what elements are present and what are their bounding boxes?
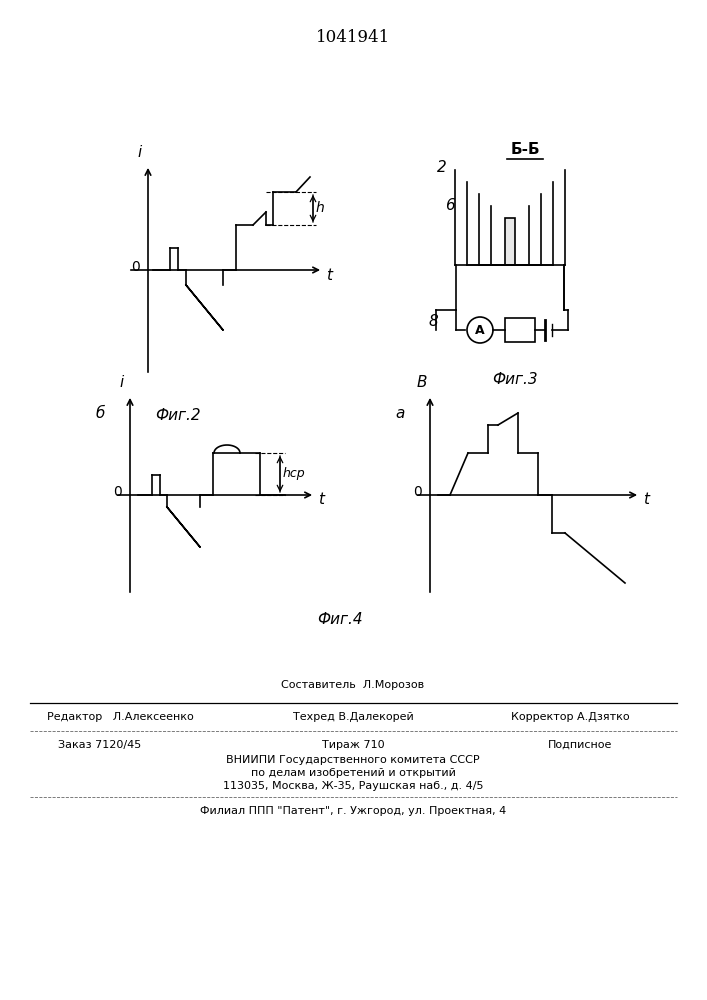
Text: h: h — [316, 201, 325, 215]
Text: Заказ 7120/45: Заказ 7120/45 — [59, 740, 141, 750]
Text: Филиал ППП "Патент", г. Ужгород, ул. Проектная, 4: Филиал ППП "Патент", г. Ужгород, ул. Про… — [200, 806, 506, 816]
Text: 0: 0 — [131, 260, 139, 274]
Text: 2: 2 — [437, 160, 447, 176]
Text: Подписное: Подписное — [548, 740, 612, 750]
Text: Составитель  Л.Морозов: Составитель Л.Морозов — [281, 680, 425, 690]
Text: hcp: hcp — [283, 468, 305, 481]
Text: по делам изобретений и открытий: по делам изобретений и открытий — [250, 768, 455, 778]
Text: Корректор А.Дзятко: Корректор А.Дзятко — [510, 712, 629, 722]
Text: Б-Б: Б-Б — [510, 142, 540, 157]
Bar — [505, 218, 515, 265]
Text: Редактор   Л.Алексеенко: Редактор Л.Алексеенко — [47, 712, 194, 722]
Text: а: а — [395, 406, 404, 420]
Text: Фиг.2: Фиг.2 — [156, 408, 201, 422]
Text: Фиг.3: Фиг.3 — [492, 372, 538, 387]
Text: t: t — [326, 267, 332, 282]
Text: 8: 8 — [428, 314, 438, 330]
Text: Техред В.Далекорей: Техред В.Далекорей — [293, 712, 414, 722]
Bar — [505, 318, 535, 342]
Text: Фиг.4: Фиг.4 — [317, 612, 363, 628]
Text: ВНИИПИ Государственного комитета СССР: ВНИИПИ Государственного комитета СССР — [226, 755, 480, 765]
Text: i: i — [138, 145, 142, 160]
Text: 0: 0 — [112, 485, 122, 499]
Text: 6: 6 — [445, 198, 455, 213]
Text: t: t — [643, 492, 649, 508]
Text: i: i — [120, 375, 124, 390]
Text: 1041941: 1041941 — [316, 29, 390, 46]
Text: t: t — [318, 492, 324, 508]
Text: Тираж 710: Тираж 710 — [322, 740, 385, 750]
Text: 113035, Москва, Ж-35, Раушская наб., д. 4/5: 113035, Москва, Ж-35, Раушская наб., д. … — [223, 781, 484, 791]
Text: 0: 0 — [413, 485, 421, 499]
Text: A: A — [475, 324, 485, 336]
Text: б: б — [95, 406, 105, 420]
Text: B: B — [416, 375, 427, 390]
